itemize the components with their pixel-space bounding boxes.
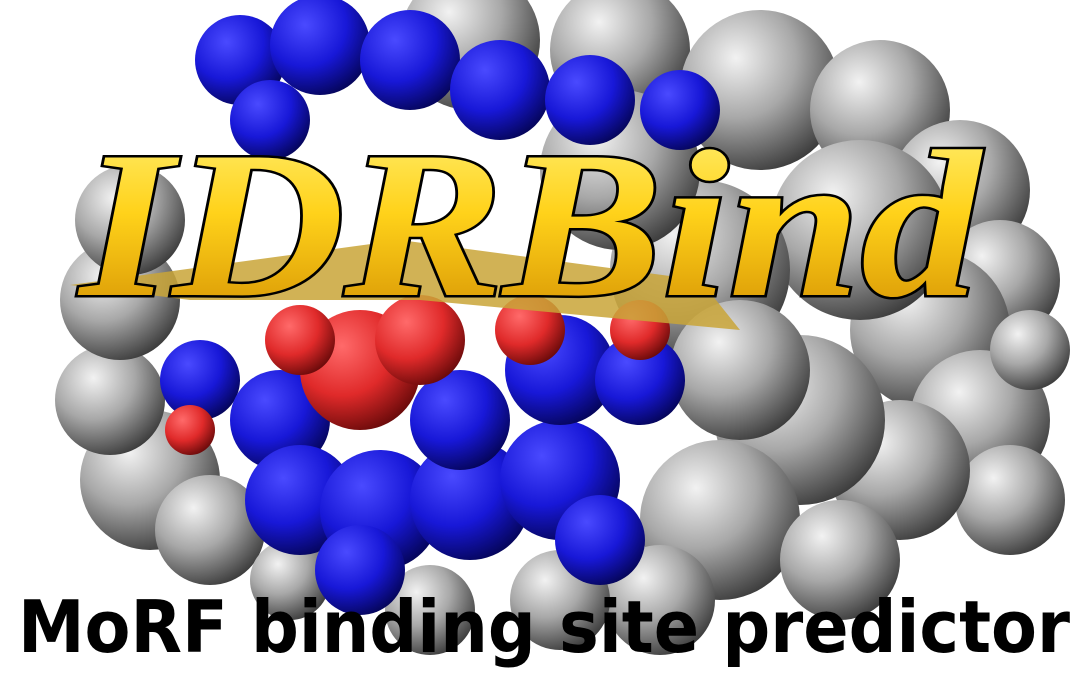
title: IDRBind [77, 109, 984, 341]
helix [70, 240, 740, 330]
subtitle: MoRF binding site predictor [18, 585, 1070, 669]
binding-site-blue [160, 0, 720, 615]
